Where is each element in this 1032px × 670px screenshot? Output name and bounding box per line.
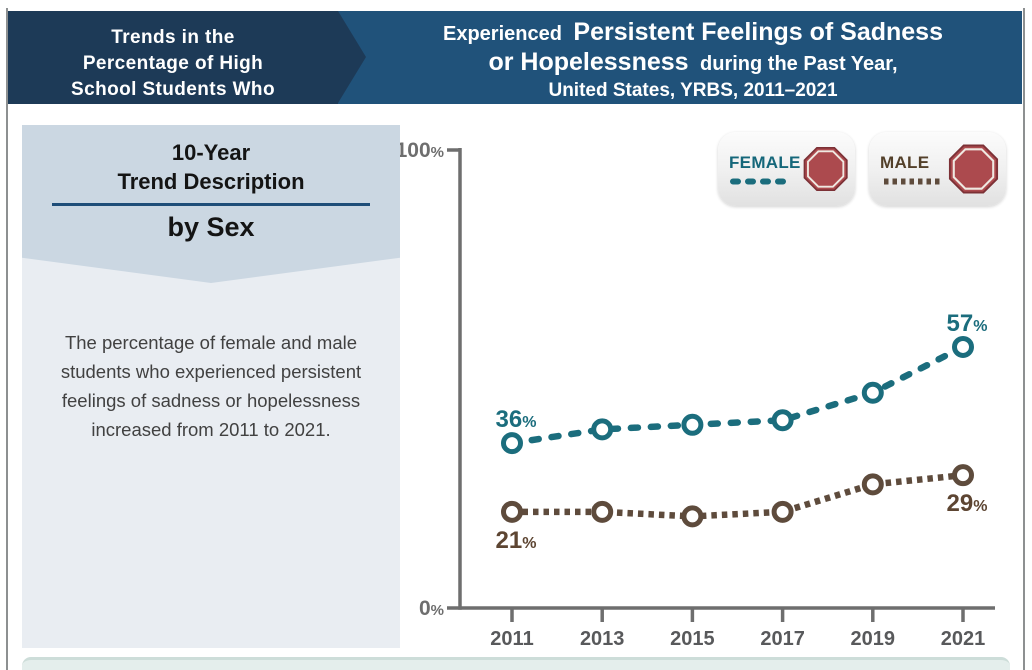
stop-octagon-icon [948, 144, 999, 194]
stop-octagon-icon [803, 146, 848, 192]
header-title-box: Experienced Persistent Feelings of Sadne… [338, 11, 1022, 104]
header-category-line-2: Percentage of High [82, 53, 264, 75]
y-tick-label: 100% [400, 139, 444, 162]
female-data-point-marker [591, 418, 614, 441]
male-data-point-marker [771, 500, 794, 523]
x-tick-label: 2013 [580, 628, 625, 650]
male-data-point-marker [501, 500, 523, 523]
x-tick-label: 2017 [760, 628, 805, 650]
panel-title-line-1: 10-Year [171, 140, 251, 165]
female-data-point-marker [952, 335, 974, 358]
male-dotted-line-swatch [884, 178, 942, 184]
female-data-point-marker [501, 432, 523, 455]
female-data-point-marker [771, 409, 794, 432]
panel-divider [52, 203, 370, 207]
title-bold-phrase-2: or Hopelessness [488, 48, 689, 76]
page-border-left [6, 8, 8, 670]
x-tick-label: 2019 [851, 628, 896, 650]
next-section-top-edge [22, 657, 1010, 670]
panel-title-line-2: Trend Description [117, 169, 305, 195]
male-data-label: 29% [947, 490, 988, 517]
chart-title-line-1: Experienced Persistent Feelings of Sadne… [372, 17, 1014, 47]
title-bold-phrase-1: Persistent Feelings of Sadness [573, 18, 943, 46]
header-category-line-1: Trends in the [111, 27, 235, 48]
x-tick-label: 2015 [670, 628, 715, 650]
female-data-label: 57% [947, 310, 988, 337]
female-data-label: 36% [496, 406, 537, 433]
female-dashed-line-swatch [730, 178, 794, 184]
legend-male-text-group: MALE [880, 153, 946, 186]
female-data-point-marker [861, 381, 884, 404]
title-suffix: during the Past Year, [700, 53, 898, 75]
legend-female-text-group: FEMALE [729, 153, 801, 186]
chart-title-line-3: United States, YRBS, 2011–2021 [372, 77, 1014, 104]
chart-title-line-2: or Hopelessness during the Past Year, [372, 47, 1014, 77]
male-data-point-marker [591, 500, 614, 523]
header-category-box: Trends in the Percentage of High School … [8, 11, 338, 104]
male-data-point-marker [681, 505, 704, 528]
trend-description-panel: 10-Year Trend Description by Sex The per… [22, 125, 400, 648]
panel-subtitle: by Sex [167, 212, 255, 243]
trend-description-text: The percentage of female and male studen… [60, 332, 362, 440]
x-tick-label: 2021 [941, 628, 986, 650]
male-data-point-marker [861, 473, 884, 496]
page-border-right [1023, 8, 1025, 670]
header-arrow-chevron-icon [338, 11, 366, 103]
title-source: United States, YRBS, 2011–2021 [548, 80, 838, 101]
legend-male-label: MALE [880, 152, 930, 172]
trend-line-chart: 0% 100% 2011 2013 2015 2017 2019 2021 36% 57% 21% 2… [400, 139, 995, 650]
male-data-label: 21% [496, 527, 537, 554]
header-category-line-3: School Students Who [71, 79, 275, 101]
male-trend-line [512, 471, 964, 520]
legend-female-badge: FEMALE [718, 132, 855, 206]
legend-female-label: FEMALE [729, 152, 801, 172]
y-tick-label: 0% [419, 597, 444, 620]
x-tick-label: 2011 [490, 628, 533, 650]
trend-panel-header: 10-Year Trend Description by Sex [22, 125, 400, 283]
female-data-point-marker [681, 413, 704, 436]
legend-male-badge: MALE [869, 132, 1006, 206]
title-prefix: Experienced [443, 23, 562, 45]
male-data-point-marker [952, 464, 974, 487]
female-trend-line [508, 343, 967, 447]
